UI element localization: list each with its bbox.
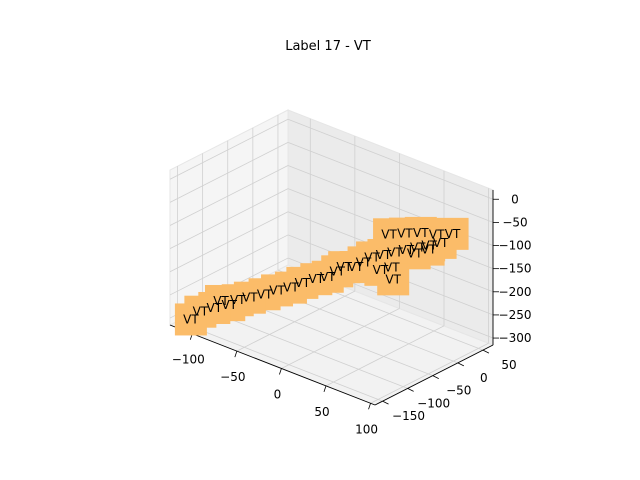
point-label: VT — [269, 283, 285, 297]
point-label: VT — [385, 272, 401, 286]
y-grid-floor — [177, 320, 383, 402]
y-tick-mark — [482, 349, 490, 354]
point-label: VT — [376, 248, 392, 262]
point-label: VT — [384, 260, 400, 274]
point-label: VT — [399, 243, 415, 257]
y-tick-mark — [382, 400, 389, 405]
z-tick-label: 0 — [511, 192, 519, 206]
y-tick-mark — [407, 388, 414, 392]
point-label: VT — [413, 226, 429, 240]
x-grid-floor — [325, 325, 445, 387]
x-grid-floor — [236, 290, 356, 352]
z-axis-ticks: −300 −250 −200 −150 −100 −50 0 — [493, 192, 531, 345]
point-label: VT — [407, 246, 423, 260]
z-tick-label: −250 — [499, 308, 532, 322]
y-tick-label: −150 — [392, 409, 425, 423]
point-label: VT — [373, 263, 389, 277]
y-tick-label: −50 — [446, 384, 471, 398]
y-grid-floor — [202, 308, 408, 389]
x-tick-label: 0 — [274, 387, 282, 401]
y-tick-label: 50 — [501, 358, 516, 372]
point-label: VT — [213, 294, 229, 308]
z-grid-side — [169, 188, 289, 250]
z-grid-side — [169, 234, 289, 296]
point-label: VT — [320, 270, 336, 284]
y-axis-line — [374, 344, 494, 406]
scatter-point — [377, 263, 410, 296]
point-label: VT — [387, 246, 403, 260]
y-tick-label: 0 — [480, 371, 488, 385]
point-label: VT — [242, 291, 258, 305]
x-tick-mark — [234, 350, 238, 358]
point-label: VT — [221, 298, 237, 312]
x-tick-mark — [279, 368, 282, 375]
chart-title: Label 17 - VT — [285, 39, 371, 54]
y-tick-mark — [457, 362, 465, 367]
point-label: VT — [230, 293, 246, 307]
scatter-point — [174, 303, 207, 336]
point-label: VT — [397, 227, 413, 241]
z-tick-label: −200 — [499, 285, 532, 299]
x-tick-mark — [368, 403, 371, 410]
point-label: VT — [295, 276, 311, 290]
point-label: VT — [257, 287, 273, 301]
point-label: VT — [381, 227, 397, 241]
z-grid-back — [287, 142, 494, 223]
z-tick-label: −150 — [499, 262, 532, 276]
point-label: VT — [410, 241, 426, 255]
point-label: VT — [445, 227, 461, 241]
y-axis-ticks: −150−100−50 0 50 — [382, 349, 517, 423]
x-tick-label: −100 — [172, 353, 205, 367]
z-grid-side — [169, 211, 289, 273]
point-label: VT — [421, 238, 437, 252]
point-label: VT — [193, 305, 209, 319]
z-tick-label: −300 — [499, 331, 532, 345]
x-grid-floor — [370, 342, 489, 404]
point-label: VT — [336, 260, 352, 274]
x-axis-ticks: −100 −50 0 50 100 — [172, 333, 378, 436]
y-tick-mark — [432, 375, 439, 379]
x-tick-label: 100 — [355, 422, 378, 436]
point-label: VT — [309, 272, 325, 286]
point-label: VT — [429, 228, 445, 242]
point-label: VT — [329, 264, 345, 278]
x-tick-label: −50 — [220, 370, 245, 384]
x-tick-label: 50 — [314, 405, 329, 419]
x-tick-mark — [323, 385, 327, 392]
point-label: VT — [421, 243, 437, 257]
axis-lines — [169, 190, 494, 406]
x-grid-floor — [281, 308, 400, 369]
z-tick-label: −50 — [502, 215, 527, 229]
z-grid-back — [287, 118, 494, 200]
point-label: VT — [183, 312, 199, 326]
z-grid-side — [169, 118, 289, 180]
point-label: VT — [283, 281, 299, 295]
y-tick-label: −100 — [417, 396, 450, 410]
grid-lines — [169, 115, 494, 404]
point-label: VT — [356, 255, 372, 269]
point-label: VT — [433, 236, 449, 250]
point-label: VT — [207, 301, 223, 315]
x-axis-line — [169, 324, 376, 406]
z-grid-side — [169, 142, 289, 203]
point-label: VT — [348, 260, 364, 274]
z-grid-side — [169, 165, 289, 226]
point-label: VT — [364, 250, 380, 264]
z-tick-label: −100 — [499, 239, 532, 253]
